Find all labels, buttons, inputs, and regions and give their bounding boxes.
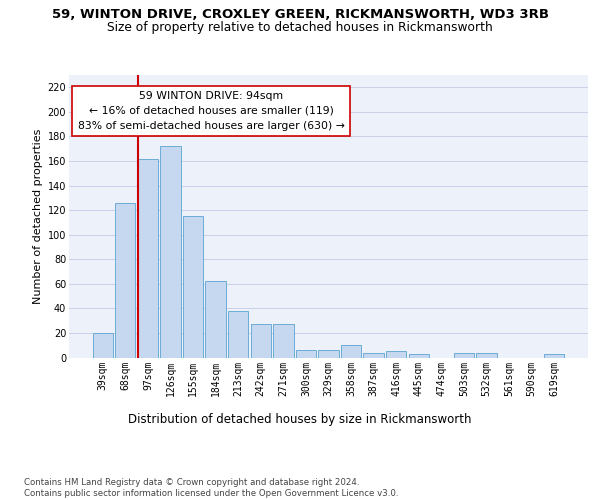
Bar [251, 324, 271, 358]
Y-axis label: Number of detached properties: Number of detached properties [34, 128, 43, 304]
Bar [228, 311, 248, 358]
Bar [92, 333, 113, 357]
Text: Size of property relative to detached houses in Rickmansworth: Size of property relative to detached ho… [107, 21, 493, 34]
Bar [183, 216, 203, 358]
Bar [476, 352, 497, 358]
Bar [160, 146, 181, 358]
Bar [115, 202, 136, 358]
Bar [454, 352, 474, 358]
Text: Distribution of detached houses by size in Rickmansworth: Distribution of detached houses by size … [128, 412, 472, 426]
Bar [138, 158, 158, 358]
Bar [319, 350, 338, 358]
Bar [409, 354, 429, 358]
Bar [364, 352, 384, 358]
Text: 59, WINTON DRIVE, CROXLEY GREEN, RICKMANSWORTH, WD3 3RB: 59, WINTON DRIVE, CROXLEY GREEN, RICKMAN… [52, 8, 548, 20]
Text: Contains HM Land Registry data © Crown copyright and database right 2024.
Contai: Contains HM Land Registry data © Crown c… [24, 478, 398, 498]
Bar [386, 352, 406, 358]
Bar [273, 324, 293, 358]
Bar [296, 350, 316, 358]
Text: 59 WINTON DRIVE: 94sqm
← 16% of detached houses are smaller (119)
83% of semi-de: 59 WINTON DRIVE: 94sqm ← 16% of detached… [77, 91, 344, 130]
Bar [341, 345, 361, 358]
Bar [205, 282, 226, 358]
Bar [544, 354, 565, 358]
